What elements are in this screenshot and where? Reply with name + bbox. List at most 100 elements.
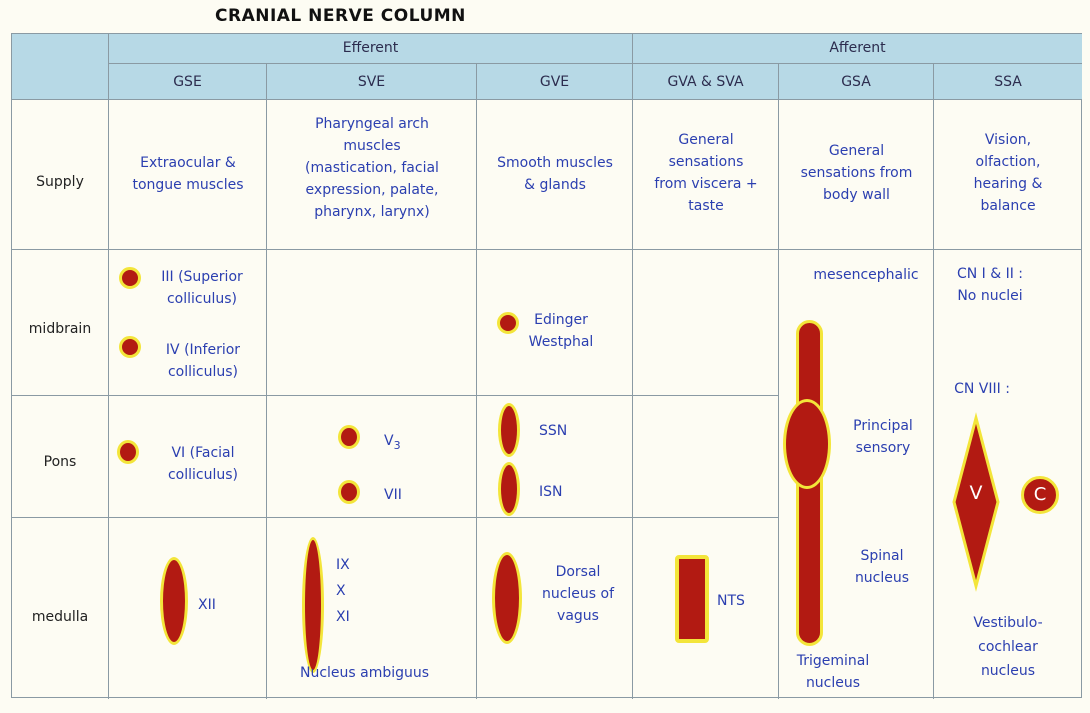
medulla-gve-line: Dorsal — [555, 564, 601, 580]
row-medulla — [12, 518, 109, 699]
row-label-medulla: medulla — [31, 609, 89, 625]
medulla-ssa-line: nucleus — [980, 663, 1036, 679]
medulla-gsa-2-line: nucleus — [805, 675, 861, 691]
supply-ssa-line: olfaction, — [975, 154, 1041, 170]
page-title: CRANIAL NERVE COLUMN — [215, 6, 466, 26]
hypoglossal-nucleus — [160, 557, 188, 645]
cell — [477, 100, 633, 250]
cochlear-nucleus — [1021, 476, 1059, 514]
supply-gva: General sensations from viscera + taste — [633, 129, 779, 217]
col-gse-label: GSE — [173, 74, 202, 90]
row-label-pons: Pons — [43, 454, 77, 470]
row-label-midbrain: midbrain — [28, 321, 92, 337]
cochlear-label: C — [1033, 484, 1047, 505]
afferent-header: Afferent — [633, 34, 1082, 64]
col-sve-label: SVE — [357, 74, 386, 90]
supply-ssa-line: balance — [980, 198, 1036, 214]
medulla-sve-line: IX — [336, 557, 350, 573]
medulla-ssa-line: cochlear — [978, 639, 1038, 655]
cell — [477, 518, 633, 699]
medulla-ssa: Vestibulo- cochlear nucleus — [934, 611, 1082, 683]
cell — [109, 250, 267, 396]
inferior-salivatory-nucleus — [498, 462, 520, 516]
supply-sve-line: pharynx, larynx) — [314, 204, 430, 220]
principal-sensory-nucleus — [783, 399, 831, 489]
supply-gva-line: taste — [688, 198, 724, 214]
col-gsa: GSA — [779, 64, 934, 100]
superior-salivatory-nucleus — [498, 403, 520, 457]
pons-gve-2: ISN — [539, 484, 563, 500]
medulla-gva: NTS — [717, 593, 745, 609]
medulla-gse: XII — [198, 597, 216, 613]
medulla-gsa-1: Spinal nucleus — [847, 545, 917, 589]
midbrain-ssa-1-line: No nuclei — [957, 288, 1023, 304]
medulla-sve-bottom: Nucleus ambiguus — [300, 665, 430, 681]
midbrain-gse-2-line: IV (Inferior — [165, 342, 241, 358]
supply-sve-line: muscles — [343, 138, 401, 154]
medulla-sve-line: X — [336, 583, 346, 599]
row-supply — [12, 100, 109, 250]
afferent-label: Afferent — [829, 40, 886, 56]
supply-gsa-line: sensations from — [800, 165, 913, 181]
supply-ssa-line: hearing & — [973, 176, 1043, 192]
col-gsa-label: GSA — [841, 74, 871, 90]
oculomotor-nucleus — [119, 267, 141, 289]
supply-gse: Extraocular & tongue muscles — [109, 152, 267, 196]
pons-sve-2: VII — [384, 487, 402, 503]
trochlear-nucleus — [119, 336, 141, 358]
cell — [109, 396, 267, 518]
facial-motor-nucleus — [338, 480, 360, 504]
supply-gve-line: Smooth muscles — [497, 155, 613, 171]
midbrain-gse-1-line: colliculus) — [166, 291, 238, 307]
midbrain-gse-1: III (Superior colliculus) — [147, 266, 257, 310]
col-gse: GSE — [109, 64, 267, 100]
medulla-gsa-2-line: Trigeminal — [796, 653, 870, 669]
edinger-westphal-nucleus — [497, 312, 519, 334]
cell — [633, 250, 779, 396]
medulla-sve: IX X XI — [336, 552, 350, 630]
vestibular-label: V — [969, 482, 983, 504]
vestibular-nucleus-diamond — [952, 412, 1000, 592]
cell — [267, 100, 477, 250]
row-midbrain — [12, 250, 109, 396]
nucleus-ambiguus — [302, 537, 324, 673]
row-label-supply: Supply — [36, 174, 84, 190]
midbrain-gve-line: Edinger — [534, 312, 588, 328]
medulla-gve: Dorsal nucleus of vagus — [532, 561, 624, 627]
abducens-nucleus — [117, 440, 139, 464]
supply-ssa-line: Vision, — [984, 132, 1032, 148]
pons-gsa: Principal sensory — [837, 415, 929, 459]
pons-gse: VI (Facial colliculus) — [147, 442, 259, 486]
medulla-gsa-1-line: nucleus — [854, 570, 910, 586]
midbrain-ssa-1: CN I & II : No nuclei — [942, 263, 1038, 307]
supply-gsa-line: body wall — [823, 187, 890, 203]
medulla-gve-line: nucleus of — [541, 586, 615, 602]
pons-gsa-line: sensory — [855, 440, 911, 456]
supply-gva-line: sensations — [668, 154, 744, 170]
cell — [934, 100, 1082, 250]
cell — [267, 518, 477, 699]
pons-gve-1: SSN — [539, 423, 568, 439]
medulla-gve-line: vagus — [557, 608, 599, 624]
supply-gve-line: & glands — [524, 177, 586, 193]
col-ssa: SSA — [934, 64, 1082, 100]
col-gve-label: GVE — [539, 74, 570, 90]
midbrain-gse-2-line: colliculus) — [167, 364, 239, 380]
midbrain-ssa-2: CN VIII : — [954, 381, 1010, 397]
cell — [633, 396, 779, 518]
col-ssa-label: SSA — [994, 74, 1022, 90]
pons-sve-1-subscript: 3 — [393, 438, 401, 452]
midbrain-gve: Edinger Westphal — [519, 309, 603, 353]
supply-gva-line: General — [678, 132, 734, 148]
pons-gse-line: VI (Facial — [171, 445, 235, 461]
cell — [477, 396, 633, 518]
supply-sve-line: Pharyngeal arch — [315, 116, 429, 132]
cell — [633, 518, 779, 699]
supply-sve-line: (mastication, facial — [305, 160, 439, 176]
medulla-ssa-line: Vestibulo- — [973, 615, 1043, 631]
col-gve: GVE — [477, 64, 633, 100]
col-gva-sva: GVA & SVA — [633, 64, 779, 100]
supply-ssa: Vision, olfaction, hearing & balance — [934, 129, 1082, 217]
supply-sve: Pharyngeal arch muscles (mastication, fa… — [267, 113, 477, 223]
supply-gve: Smooth muscles & glands — [477, 152, 633, 196]
